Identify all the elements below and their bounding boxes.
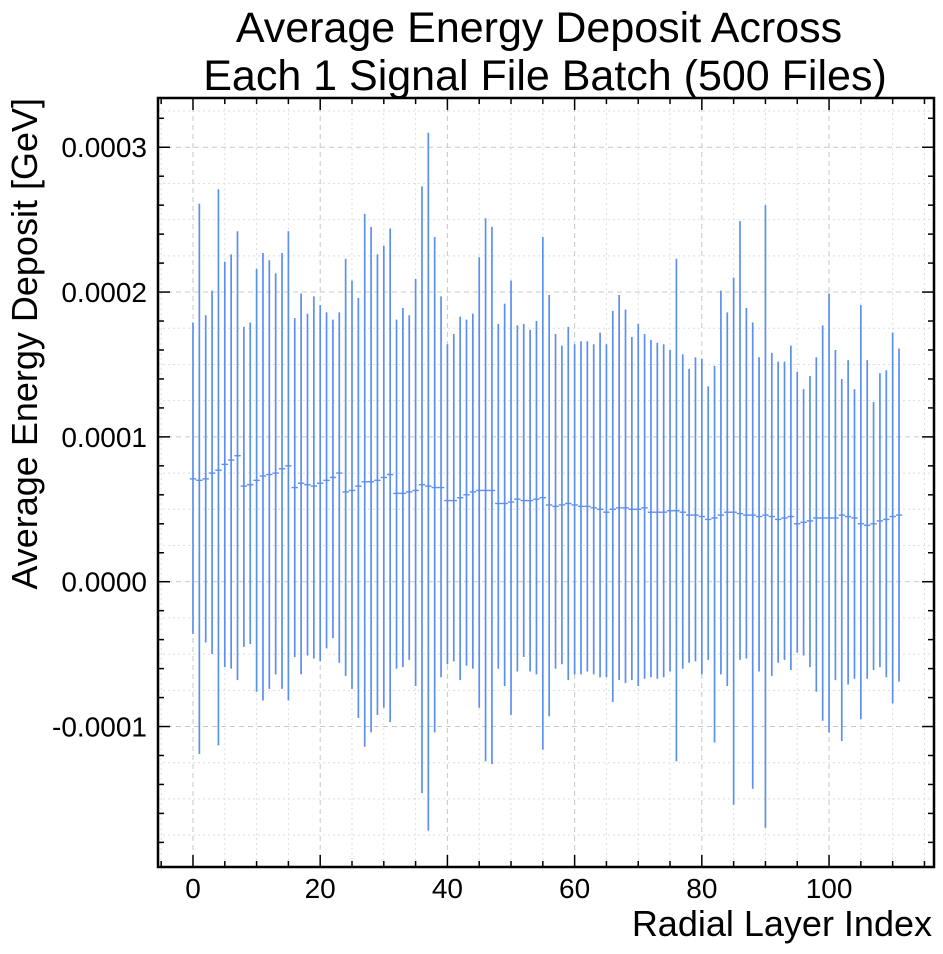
grid bbox=[158, 98, 934, 867]
ticks: 0 20 40 60 80 100 -0.0001 0.0000 0.0001 0.0002 0.0… bbox=[52, 98, 934, 904]
y-tick-label: -0.0001 bbox=[52, 712, 147, 743]
x-tick-label: 0 bbox=[185, 873, 201, 904]
y-tick-label: 0.0003 bbox=[61, 132, 147, 163]
x-tick-label: 20 bbox=[305, 873, 336, 904]
x-tick-label: 60 bbox=[559, 873, 590, 904]
y-tick-label: 0.0000 bbox=[61, 567, 147, 598]
data-series bbox=[189, 132, 903, 831]
x-axis-label: Radial Layer Index bbox=[632, 903, 932, 944]
y-tick-label: 0.0002 bbox=[61, 277, 147, 308]
plot-area-frame bbox=[156, 96, 936, 869]
y-axis-label: Average Energy Deposit [GeV] bbox=[4, 98, 45, 590]
x-tick-label: 40 bbox=[432, 873, 463, 904]
chart-title-line-1: Average Energy Deposit Across bbox=[236, 4, 842, 52]
x-tick-label: 100 bbox=[806, 873, 853, 904]
y-tick-label: 0.0001 bbox=[61, 422, 147, 453]
x-tick-label: 80 bbox=[686, 873, 717, 904]
chart-title-line-2: Each 1 Signal File Batch (500 Files) bbox=[203, 52, 887, 100]
